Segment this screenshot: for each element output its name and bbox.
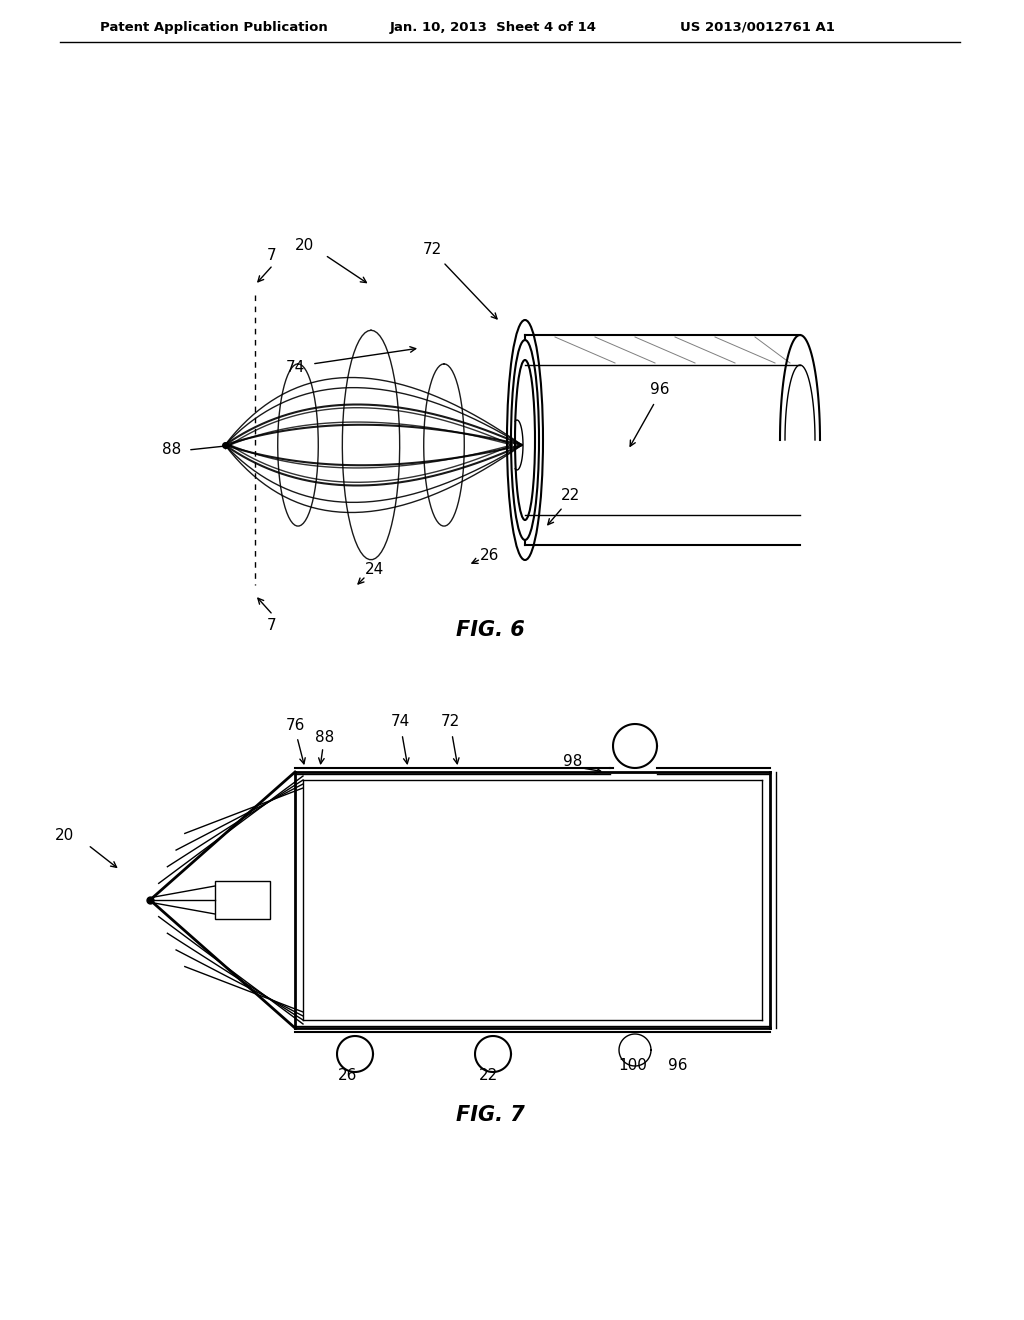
Text: 26: 26 bbox=[338, 1068, 357, 1082]
Bar bbox=[215, 880, 270, 919]
Text: 88: 88 bbox=[315, 730, 335, 744]
Text: 72: 72 bbox=[422, 243, 441, 257]
Text: Jan. 10, 2013  Sheet 4 of 14: Jan. 10, 2013 Sheet 4 of 14 bbox=[390, 21, 597, 33]
Text: 7: 7 bbox=[267, 618, 276, 632]
Text: 98: 98 bbox=[563, 755, 583, 770]
Text: 74: 74 bbox=[390, 714, 410, 730]
Text: 100: 100 bbox=[618, 1057, 647, 1072]
Text: US 2013/0012761 A1: US 2013/0012761 A1 bbox=[680, 21, 835, 33]
Text: 96: 96 bbox=[669, 1057, 688, 1072]
Text: 20: 20 bbox=[295, 238, 314, 252]
Text: 76: 76 bbox=[286, 718, 305, 733]
Text: 22: 22 bbox=[478, 1068, 498, 1082]
Text: 26: 26 bbox=[480, 548, 500, 562]
Text: 7: 7 bbox=[267, 248, 276, 263]
Text: 72: 72 bbox=[440, 714, 460, 730]
Text: Patent Application Publication: Patent Application Publication bbox=[100, 21, 328, 33]
Text: 96: 96 bbox=[650, 383, 670, 397]
Text: 22: 22 bbox=[560, 487, 580, 503]
Text: 24: 24 bbox=[366, 562, 385, 578]
Text: FIG. 7: FIG. 7 bbox=[456, 1105, 524, 1125]
Text: 74: 74 bbox=[286, 360, 304, 375]
Text: 20: 20 bbox=[55, 828, 75, 842]
Text: FIG. 6: FIG. 6 bbox=[456, 620, 524, 640]
Text: 88: 88 bbox=[163, 442, 181, 458]
